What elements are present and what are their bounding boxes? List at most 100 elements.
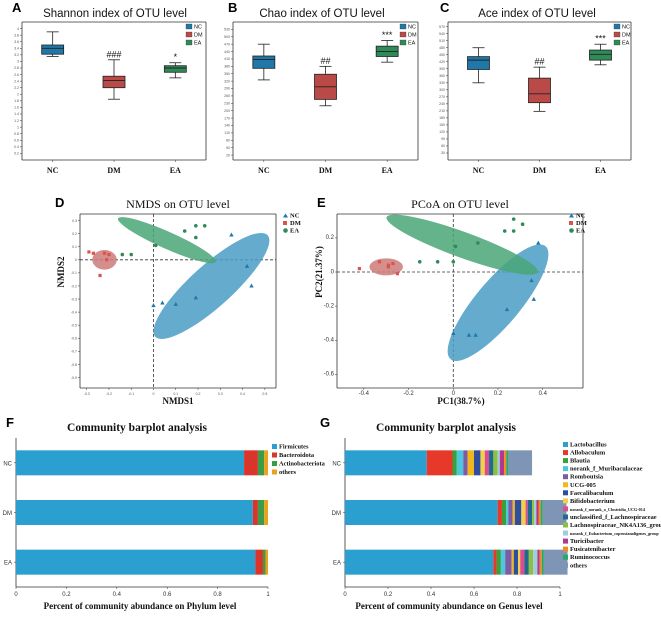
bar-segment-dm	[345, 500, 498, 525]
y-tick-label: 0.3	[72, 219, 77, 223]
y-tick-label: 420	[439, 60, 445, 64]
point-nc	[536, 240, 541, 245]
point-ea	[453, 244, 458, 249]
panel-letter-d: D	[55, 195, 64, 210]
y-tick-label: 0.2	[326, 235, 335, 241]
legend-label: Bifidobacterium	[570, 498, 615, 505]
bar-segment-dm	[264, 500, 268, 525]
bar-segment-nc	[463, 450, 468, 476]
point-nc	[466, 332, 472, 337]
point-ea	[502, 229, 507, 233]
legend-label: Turicibacter	[570, 538, 604, 545]
y-tick-label: 200	[224, 109, 230, 113]
bar-segment-dm	[512, 500, 515, 525]
bar-segment-ea	[496, 549, 501, 575]
point-dm	[357, 266, 361, 271]
legend-label-ea: EA	[408, 41, 416, 47]
y-tick-label: 2.2	[14, 86, 19, 90]
legend-label-dm: DM	[408, 33, 417, 39]
x-tick-label: 0	[14, 592, 18, 598]
bar-segment-ea	[265, 549, 268, 575]
legend-swatch-ea	[613, 39, 621, 46]
bar-segment-nc	[484, 450, 490, 476]
bar-segment-ea	[543, 549, 568, 575]
y-tick-label: 300	[439, 88, 445, 92]
point-ea	[202, 223, 207, 228]
y-tick-label: 440	[224, 50, 230, 54]
y-tick-label: 530	[224, 28, 230, 32]
point-nc	[249, 283, 254, 288]
x-tick-label-nc: NC	[47, 166, 59, 175]
legend-label: others	[570, 562, 588, 569]
bar-segment-dm	[257, 500, 265, 525]
y-tick-label: 3.2	[14, 53, 19, 57]
bar-segment-ea	[345, 549, 494, 575]
y-tick-label: 270	[439, 95, 445, 99]
legend-label: others	[279, 469, 297, 476]
bar-segment-ea	[520, 549, 525, 575]
legend-swatch	[272, 469, 277, 475]
x-tick-label: 0.4	[427, 592, 436, 598]
y-tick-label: 90	[441, 137, 445, 141]
legend-label-nc: NC	[290, 213, 300, 220]
legend-label: Blautia	[570, 458, 591, 465]
bar-segment-nc	[499, 450, 505, 476]
point-ea	[120, 252, 125, 257]
legend-label: norank_f_Muribaculaceae	[570, 466, 643, 473]
bar-segment-ea	[541, 549, 544, 575]
y-tick-label: 0.2	[72, 232, 77, 236]
y-tick-label: -0.4	[71, 310, 77, 314]
point-dm	[105, 258, 109, 262]
y-tick-label: 360	[439, 74, 445, 78]
legend-label-ea: EA	[290, 228, 299, 235]
x-tick-label: 0.2	[62, 592, 71, 598]
y-tick-label: -0.4	[324, 338, 335, 344]
y-tick-label-nc: NC	[3, 461, 12, 467]
bar-segment-dm	[540, 500, 543, 525]
bar-segment-nc	[452, 450, 457, 476]
bar-segment-ea	[528, 549, 534, 575]
y-tick-label: 350	[224, 72, 230, 76]
chart-a-title: Shannon index of OTU level	[43, 8, 187, 20]
y-tick-label: 210	[439, 109, 445, 113]
bar-segment-ea	[493, 549, 497, 575]
legend-label: Allobaculum	[570, 450, 606, 457]
x-tick-label-ea: EA	[170, 166, 181, 175]
box-dm	[528, 77, 551, 104]
bar-segment-dm	[497, 500, 502, 525]
legend-label: Bacteroidota	[279, 452, 315, 459]
point-dm	[98, 273, 102, 278]
y-tick-label: 510	[439, 39, 445, 43]
y-tick-label: 2.8	[14, 66, 19, 70]
point-dm	[377, 260, 382, 264]
point-ea	[194, 235, 198, 240]
bar-segment-nc	[508, 450, 533, 476]
y-tick-label: 0.6	[14, 138, 19, 142]
panel-letter-e: E	[317, 195, 326, 210]
legend-swatch-dm	[399, 31, 407, 38]
legend-marker-nc	[283, 213, 288, 218]
y-tick-label: -0.3	[71, 297, 77, 301]
y-tick-label-ea: EA	[4, 561, 12, 567]
x-tick-label: -0.2	[106, 392, 112, 396]
bar-segment-dm	[16, 500, 253, 525]
y-tick-label-ea: EA	[333, 561, 341, 567]
bar-segment-dm	[532, 500, 535, 525]
bar-segment-nc	[456, 450, 464, 476]
y-tick-label: 240	[439, 102, 445, 106]
chart-f-xlabel: Percent of community abundance on Phylum…	[44, 601, 237, 611]
confidence-ellipse-dm	[369, 258, 403, 276]
bar-segment-dm	[538, 500, 541, 525]
bar-segment-dm	[252, 500, 258, 525]
y-tick-label: 0	[75, 258, 77, 262]
box-dm	[102, 75, 126, 89]
y-tick-label: 380	[224, 65, 230, 69]
point-nc	[504, 307, 510, 312]
chart-c: 30 60 90 120 150 180 210 240 270 300 330 360 390 420 4…	[439, 21, 632, 175]
legend-label-nc: NC	[576, 213, 586, 220]
legend-swatch	[563, 562, 568, 568]
legend-swatch	[272, 452, 277, 458]
bar-segment-dm	[508, 500, 513, 525]
legend-swatch-dm	[185, 31, 193, 38]
legend-swatch	[563, 474, 568, 480]
